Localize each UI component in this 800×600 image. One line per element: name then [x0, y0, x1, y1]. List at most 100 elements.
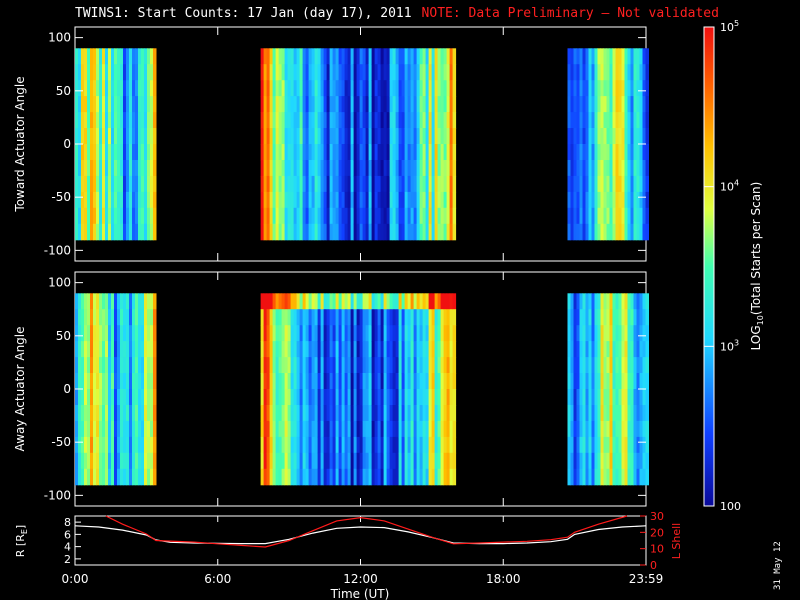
heatmap-cell: [380, 420, 385, 438]
colorbar-tick-base: 10: [720, 21, 734, 34]
heatmap-cell: [440, 373, 445, 390]
heatmap-cell: [621, 160, 625, 177]
heatmap-cell: [597, 96, 601, 113]
heatmap-cell: [413, 405, 418, 422]
heatmap-cell: [573, 452, 577, 470]
heatmap-cell: [431, 112, 436, 129]
heatmap-cell: [281, 144, 286, 161]
heatmap-cell: [449, 48, 454, 65]
heatmap-cell: [299, 144, 304, 161]
heatmap-cell: [567, 175, 571, 193]
heatmap-cell: [275, 48, 280, 65]
y-tick-label: 50: [56, 84, 71, 98]
heatmap-cell: [329, 405, 334, 422]
heatmap-cell: [431, 373, 436, 390]
heatmap-cell: [392, 436, 397, 454]
heatmap-cell: [347, 452, 352, 470]
heatmap-cell: [597, 293, 601, 310]
heatmap-cell: [630, 341, 634, 358]
heatmap-cell: [585, 452, 589, 470]
heatmap-cell: [135, 175, 139, 193]
heatmap-cell: [452, 128, 457, 145]
heatmap-cell: [353, 341, 358, 358]
heatmap-cell: [272, 96, 277, 113]
heatmap-cell: [75, 96, 79, 113]
heatmap-cell: [335, 405, 340, 422]
heatmap-cell: [570, 80, 574, 97]
heatmap-cell: [567, 223, 571, 241]
heatmap-cell: [105, 341, 109, 358]
heatmap-cell: [570, 405, 574, 422]
heatmap-cell: [144, 80, 148, 97]
heatmap-cell: [287, 405, 292, 422]
heatmap-cell: [621, 64, 625, 81]
heatmap-cell: [437, 207, 442, 225]
heatmap-cell: [615, 128, 619, 145]
heatmap-cell: [597, 144, 601, 161]
heatmap-cell: [87, 191, 91, 209]
heatmap-cell: [81, 452, 85, 470]
heatmap-cell: [633, 309, 637, 326]
heatmap-cell: [383, 191, 388, 209]
x-tick-label: 12:00: [343, 572, 378, 586]
heatmap-cell: [347, 48, 352, 65]
heatmap-cell: [588, 223, 592, 241]
heatmap-cell: [630, 175, 634, 193]
heatmap-cell: [93, 341, 97, 358]
heatmap-cell: [389, 64, 394, 81]
heatmap-cell: [314, 436, 319, 454]
heatmap-cell: [452, 191, 457, 209]
heatmap-cell: [612, 436, 616, 454]
heatmap-cell: [78, 373, 82, 390]
heatmap-cell: [141, 389, 145, 406]
heatmap-cell: [413, 389, 418, 406]
heatmap-cell: [428, 468, 433, 486]
heatmap-cell: [96, 223, 100, 241]
heatmap-cell: [567, 373, 571, 390]
heatmap-cell: [422, 160, 427, 177]
heatmap-cell: [111, 64, 115, 81]
heatmap-cell: [609, 207, 613, 225]
heatmap-cell: [612, 293, 616, 310]
heatmap-cell: [639, 96, 643, 113]
heatmap-cell: [597, 223, 601, 241]
heatmap-cell: [353, 207, 358, 225]
heatmap-cell: [326, 160, 331, 177]
heatmap-cell: [374, 468, 379, 486]
heatmap-cell: [78, 436, 82, 454]
heatmap-cell: [446, 128, 451, 145]
heatmap-cell: [284, 191, 289, 209]
heatmap-cell: [278, 160, 283, 177]
heatmap-cell: [129, 373, 133, 390]
heatmap-cell: [404, 405, 409, 422]
heatmap-cell: [84, 468, 88, 486]
heatmap-cell: [332, 389, 337, 406]
heatmap-cell: [368, 452, 373, 470]
heatmap-cell: [141, 80, 145, 97]
heatmap-cell: [645, 452, 649, 470]
heatmap-cell: [353, 48, 358, 65]
heatmap-cell: [129, 64, 133, 81]
heatmap-cell: [99, 389, 103, 406]
heatmap-cell: [96, 175, 100, 193]
heatmap-cell: [371, 160, 376, 177]
heatmap-cell: [269, 48, 274, 65]
heatmap-cell: [311, 293, 316, 310]
heatmap-cell: [320, 420, 325, 438]
heatmap-cell: [446, 452, 451, 470]
heatmap-cell: [567, 48, 571, 65]
heatmap-cell: [96, 373, 100, 390]
heatmap-cell: [135, 160, 139, 177]
heatmap-cell: [612, 80, 616, 97]
heatmap-cell: [150, 96, 154, 113]
heatmap-cell: [437, 468, 442, 486]
heatmap-cell: [81, 96, 85, 113]
heatmap-cell: [266, 468, 271, 486]
heatmap-cell: [579, 357, 583, 374]
colorbar-label-pre: LOG: [749, 325, 763, 350]
heatmap-cell: [603, 309, 607, 326]
heatmap-cell: [281, 341, 286, 358]
heatmap-cell: [287, 436, 292, 454]
heatmap-cell: [320, 309, 325, 326]
